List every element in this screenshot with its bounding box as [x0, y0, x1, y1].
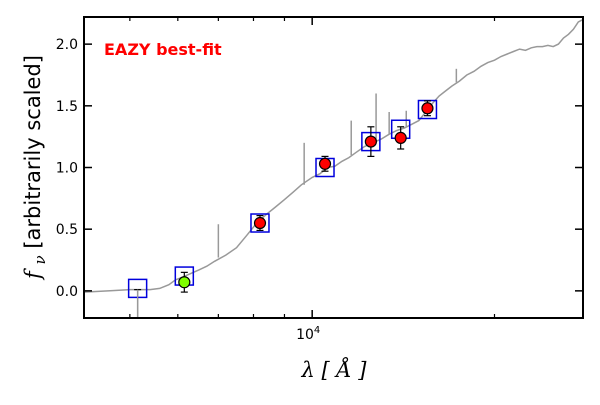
x-tick-label: 104: [296, 325, 320, 343]
y-axis-label: f ν [arbitrarily scaled]: [21, 55, 50, 281]
y-tick-label: 0.0: [56, 284, 78, 300]
y-axis-text: [arbitrarily scaled]: [21, 55, 45, 249]
y-tick-label: 2.0: [56, 37, 78, 53]
observed-flux-point: [253, 216, 267, 230]
y-tick-label: 1.5: [56, 99, 78, 115]
fit-annotation: EAZY best-fit: [104, 40, 222, 59]
x-axis-bracket-close: ]: [357, 358, 367, 382]
y-axis-symbol: f: [21, 268, 45, 281]
model-flux-box: [250, 213, 270, 233]
y-axis-subscript: ν: [31, 255, 49, 264]
x-axis-unit: Å: [333, 357, 351, 382]
y-tick-label: 0.5: [56, 222, 78, 238]
observed-flux-point: [318, 157, 332, 170]
x-axis-label: λ [ Å ]: [301, 357, 368, 382]
x-axis-bracket-open: [: [322, 358, 331, 382]
x-axis-symbol: λ: [301, 358, 315, 382]
y-tick-label: 1.0: [56, 161, 78, 177]
observed-flux-point: [178, 276, 191, 289]
template-spectrum-line: [84, 18, 583, 293]
observed-flux-point: [421, 102, 434, 115]
observed-flux-point: [364, 135, 377, 148]
observed-flux-point: [394, 131, 407, 144]
